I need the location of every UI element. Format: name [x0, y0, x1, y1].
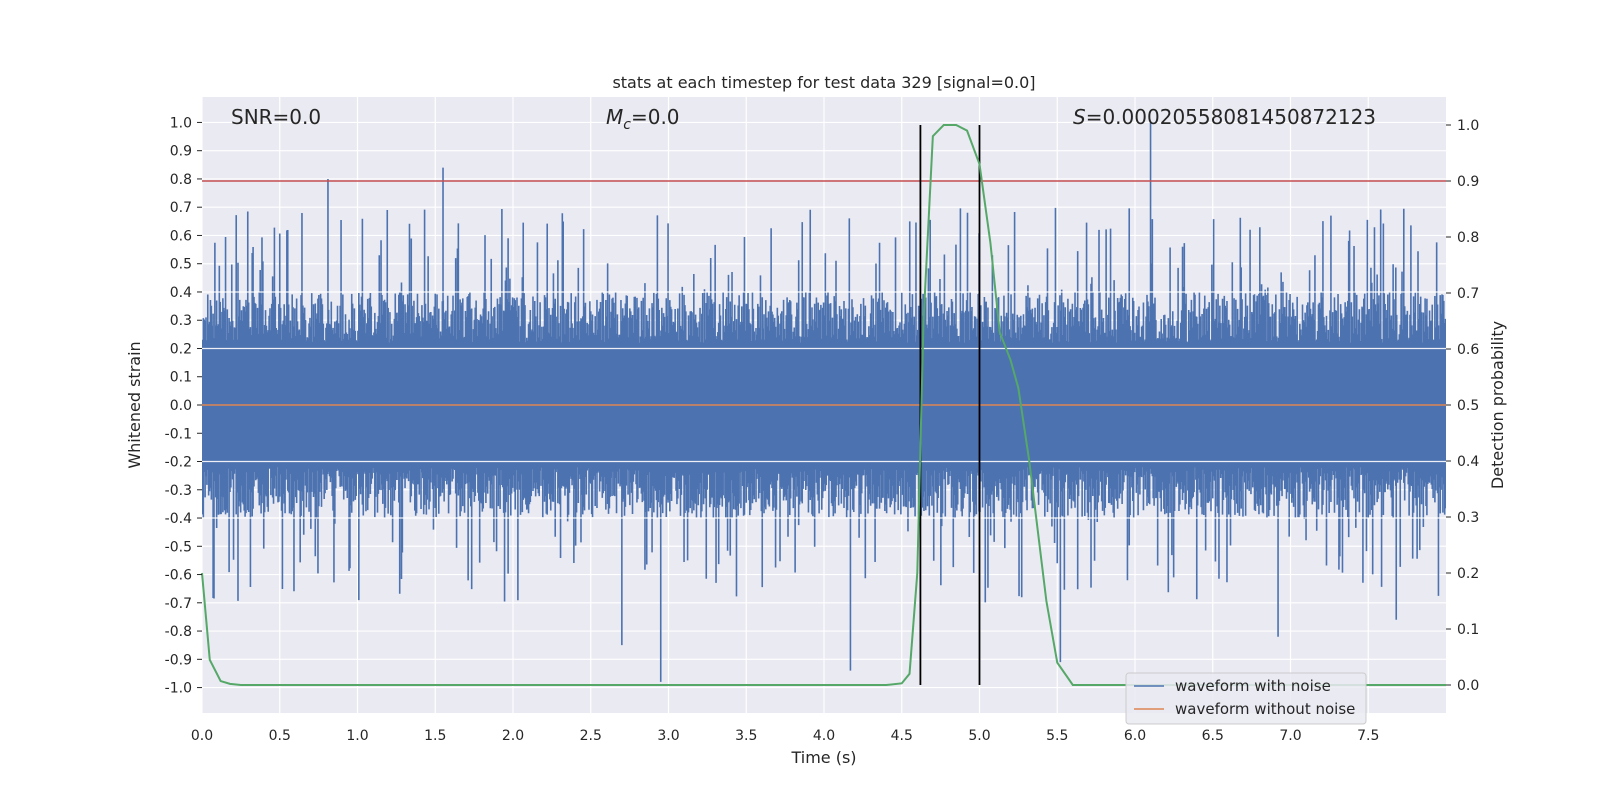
y-tick-label: -0.1 [165, 426, 192, 442]
y2-tick-label: 0.3 [1457, 510, 1479, 526]
x-tick-label: 3.0 [657, 728, 679, 744]
y-tick-label: -0.5 [165, 539, 192, 555]
y2-tick-label: 0.0 [1457, 678, 1479, 694]
y-tick-label: 0.2 [170, 341, 192, 357]
y2-tick-label: 0.9 [1457, 174, 1479, 190]
y-tick-label: 0.0 [170, 398, 192, 414]
y2-tick-label: 0.7 [1457, 286, 1479, 302]
y-tick-label: 0.8 [170, 172, 192, 188]
y-tick-label: 0.1 [170, 370, 192, 386]
y-tick-label: 0.3 [170, 313, 192, 329]
y-tick-label: 0.7 [170, 200, 192, 216]
x-tick-label: 0.0 [191, 728, 213, 744]
y2-axis-label: Detection probability [1488, 321, 1507, 489]
y2-tick-label: 0.2 [1457, 566, 1479, 582]
mc-symbol: M [606, 105, 623, 129]
s-symbol: S [1073, 105, 1086, 129]
x-tick-label: 3.5 [735, 728, 757, 744]
x-tick-label: 5.5 [1046, 728, 1068, 744]
y-axis-label: Whitened strain [125, 341, 144, 468]
x-tick-label: 2.5 [580, 728, 602, 744]
x-tick-label: 0.5 [269, 728, 291, 744]
y-tick-label: -0.9 [165, 652, 192, 668]
x-tick-label: 7.5 [1357, 728, 1379, 744]
x-axis-label: Time (s) [790, 748, 856, 767]
legend: waveform with noise waveform without noi… [1125, 672, 1367, 725]
y-tick-label: -1.0 [165, 681, 192, 697]
legend-box [1125, 672, 1367, 725]
x-tick-label: 4.0 [813, 728, 835, 744]
y2-tick-label: 0.5 [1457, 398, 1479, 414]
s-annotation: S=0.00020558081450872123 [1073, 105, 1376, 129]
x-tick-label: 1.5 [424, 728, 446, 744]
y-tick-label: -0.4 [165, 511, 192, 527]
axis-ticks: 0.0 0.5 1.0 1.5 2.0 2.5 3.0 3.5 4.0 4.5 5.0 5.5 6.0 6… [165, 115, 1480, 744]
detection-probability-line [201, 124, 1446, 686]
y-tick-label: -0.2 [165, 455, 192, 471]
chirp-mass-annotation: Mc=0.0 [606, 105, 680, 133]
y2-tick-label: 0.1 [1457, 622, 1479, 638]
y-tick-label: 1.0 [170, 115, 192, 131]
mc-value: =0.0 [631, 105, 680, 129]
x-tick-label: 2.0 [502, 728, 524, 744]
y-tick-label: 0.9 [170, 144, 192, 160]
y-tick-label: 0.5 [170, 257, 192, 273]
y2-tick-label: 0.8 [1457, 230, 1479, 246]
legend-label-noise: waveform with noise [1175, 677, 1331, 695]
x-tick-label: 1.0 [346, 728, 368, 744]
y-tick-label: 0.4 [170, 285, 192, 301]
snr-annotation: SNR=0.0 [231, 105, 321, 129]
chart-title: stats at each timestep for test data 329… [612, 73, 1035, 92]
y2-tick-label: 1.0 [1457, 118, 1479, 134]
y-tick-label: -0.8 [165, 624, 192, 640]
y2-tick-label: 0.4 [1457, 454, 1479, 470]
x-tick-label: 6.0 [1124, 728, 1146, 744]
y-tick-label: -0.3 [165, 483, 192, 499]
y-tick-label: -0.7 [165, 596, 192, 612]
legend-label-clean: waveform without noise [1175, 700, 1355, 718]
s-value: =0.00020558081450872123 [1086, 105, 1376, 129]
x-tick-label: 6.5 [1202, 728, 1224, 744]
overlay-lines [201, 124, 1446, 686]
x-tick-label: 5.0 [968, 728, 990, 744]
y-tick-label: -0.6 [165, 568, 192, 584]
y-tick-label: 0.6 [170, 228, 192, 244]
mc-subscript: c [623, 117, 631, 133]
x-tick-label: 4.5 [891, 728, 913, 744]
y2-tick-label: 0.6 [1457, 342, 1479, 358]
x-tick-label: 7.0 [1279, 728, 1301, 744]
